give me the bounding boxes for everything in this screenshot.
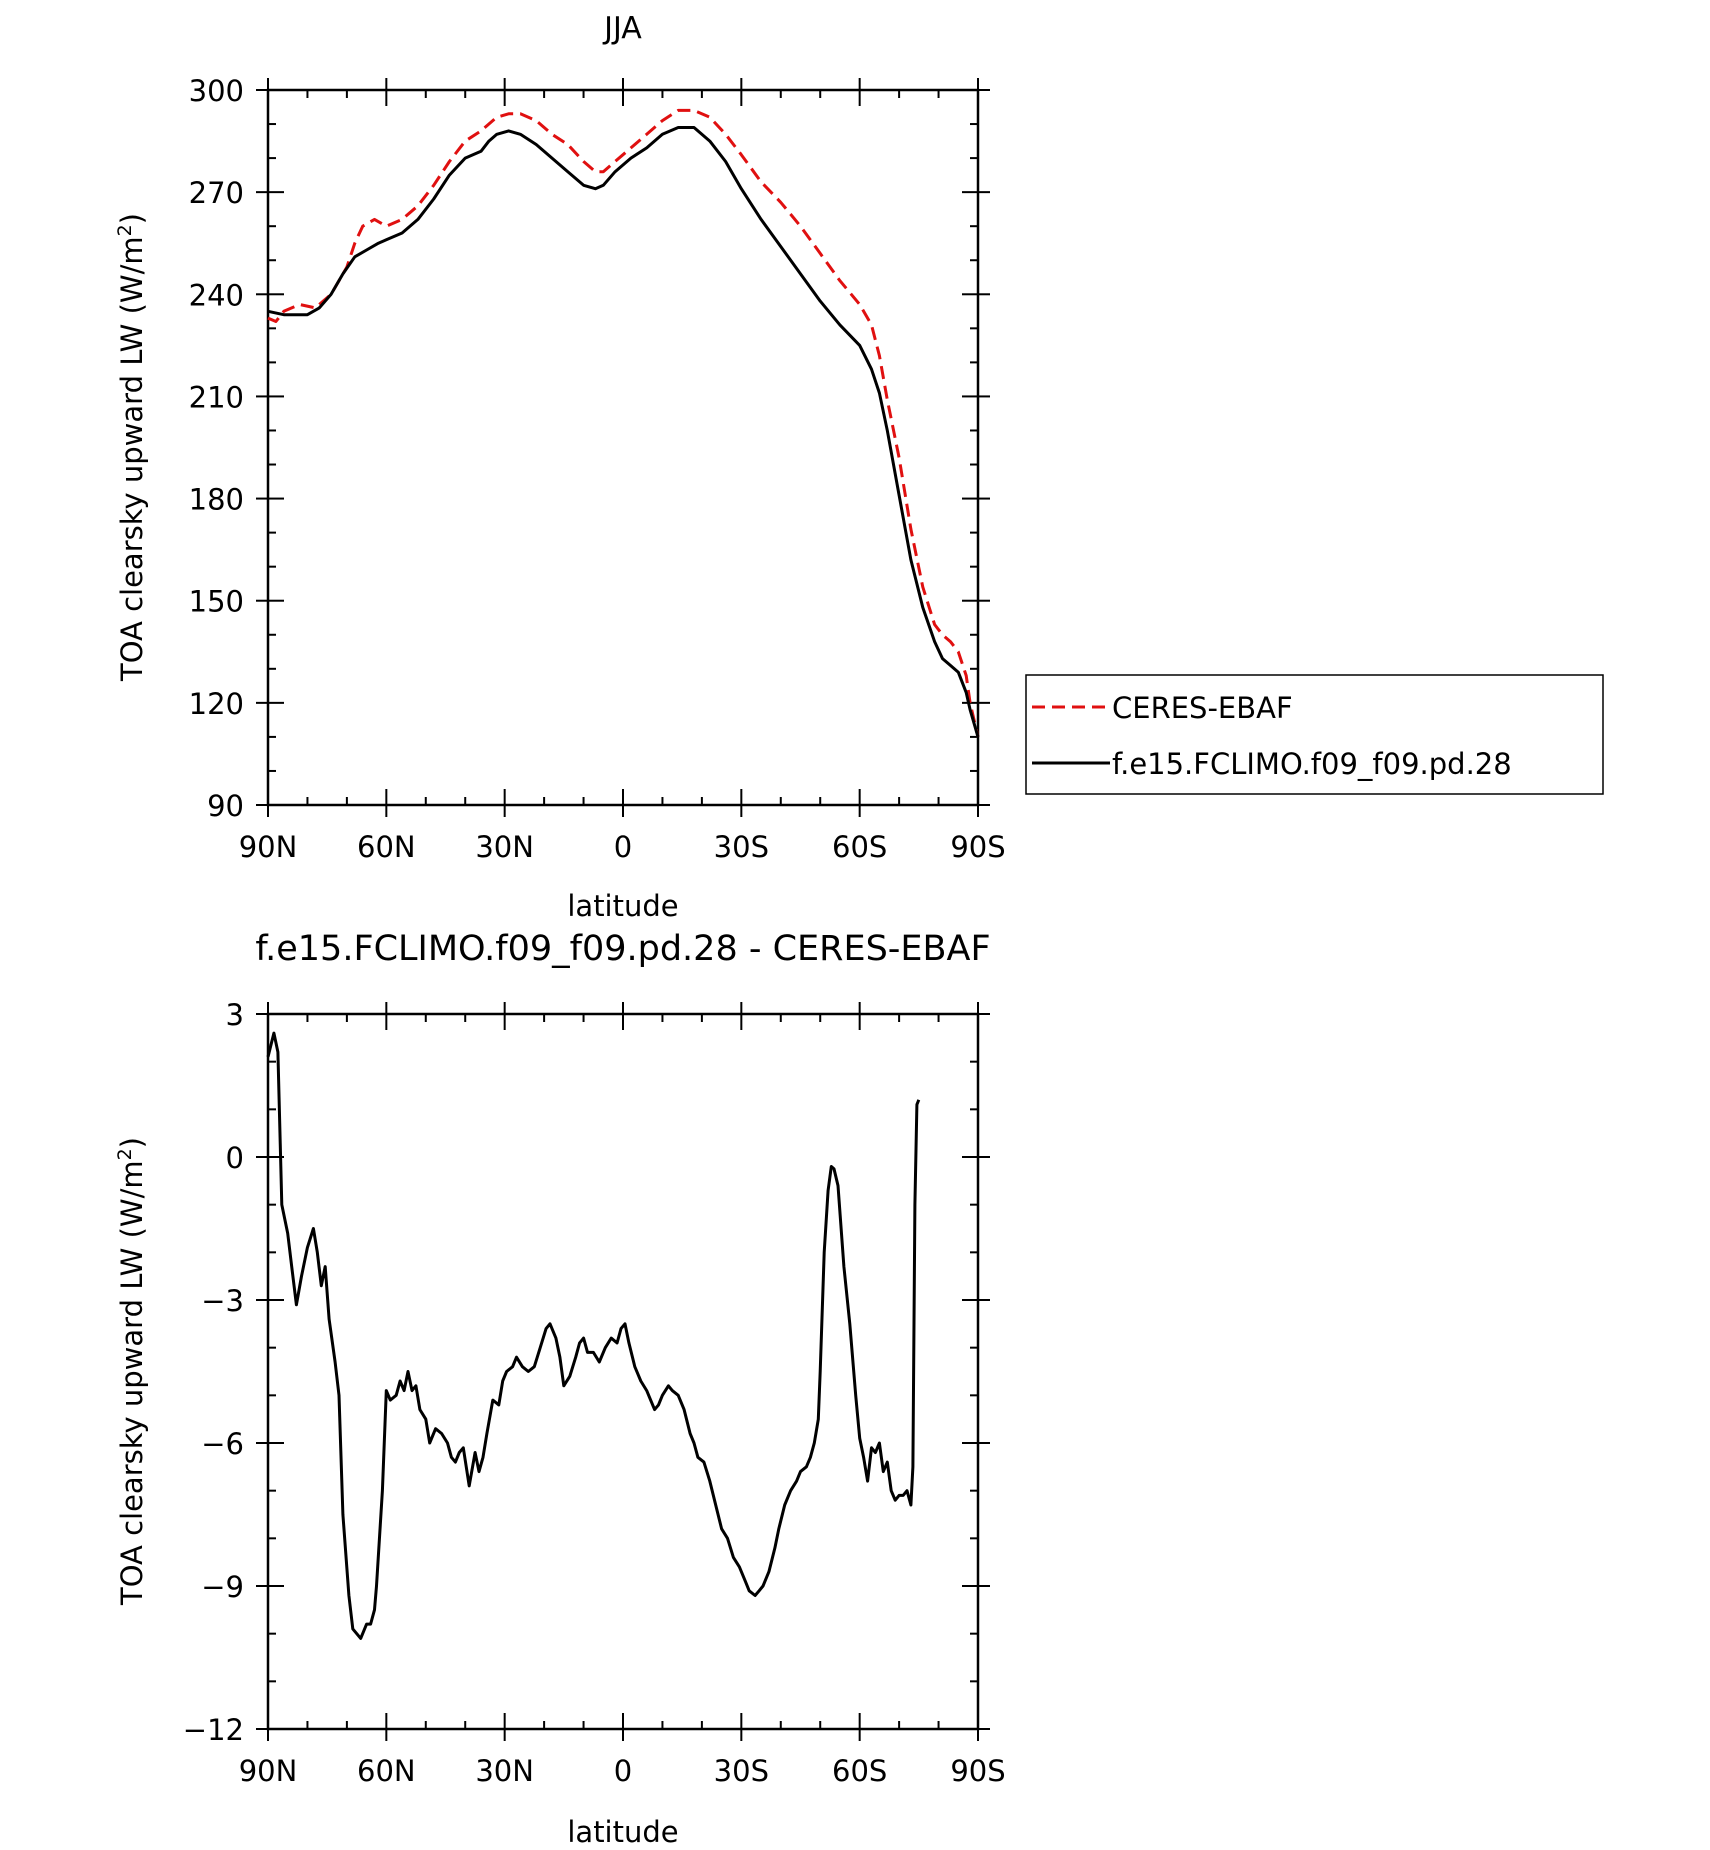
y-tick-label: 300 — [189, 74, 244, 108]
x-tick-label: 30S — [714, 830, 769, 864]
x-tick-label: 60N — [357, 830, 416, 864]
chart-title: JJA — [602, 11, 642, 46]
legend-label-model: f.e15.FCLIMO.f09_f09.pd.28 — [1112, 747, 1512, 781]
y-tick-labels: −12 −9 −6 −3 0 3 — [183, 998, 244, 1747]
x-tick-label: 60S — [832, 830, 887, 864]
x-tick-label: 30N — [475, 1754, 534, 1788]
x-tick-label: 90N — [239, 1754, 298, 1788]
y-tick-label: 270 — [189, 176, 244, 210]
y-axis-label: TOA clearsky upward LW (W/m2) — [114, 213, 149, 682]
series-line-difference — [266, 1031, 921, 1640]
difference-chart: f.e15.FCLIMO.f09_f09.pd.28 - CERES-EBAF … — [114, 929, 1006, 1849]
y-tick-label: 180 — [189, 483, 244, 517]
x-tick-label: 30S — [714, 1754, 769, 1788]
legend: CERES-EBAF f.e15.FCLIMO.f09_f09.pd.28 — [1025, 674, 1604, 795]
legend-label-ceres-ebaf: CERES-EBAF — [1112, 691, 1293, 725]
axis-ticks — [256, 78, 990, 817]
x-tick-labels: 90N 60N 30N 0 30S 60S 90S — [239, 1754, 1006, 1788]
y-tick-label: 240 — [189, 278, 244, 312]
x-axis-label: latitude — [567, 889, 678, 923]
x-tick-label: 60S — [832, 1754, 887, 1788]
x-tick-label: 90S — [950, 1754, 1005, 1788]
y-tick-label: 3 — [226, 998, 244, 1032]
series-line-f-e15-fclimo-f09-f09-pd-28 — [267, 126, 980, 738]
y-tick-label: −9 — [201, 1570, 244, 1604]
x-axis-label: latitude — [567, 1815, 678, 1849]
series-lines — [267, 108, 980, 738]
axis-ticks — [256, 1002, 990, 1741]
legend-box — [1025, 674, 1604, 795]
y-tick-label: −3 — [201, 1284, 244, 1318]
x-tick-label: 90N — [239, 830, 298, 864]
series-lines — [266, 1031, 921, 1640]
y-tick-label: −6 — [201, 1427, 244, 1461]
top-chart: JJA 90N 60N 30N 0 30S 60S 90S 90 120 150 180 210 24… — [114, 11, 1604, 923]
y-tick-label: 90 — [207, 789, 244, 823]
y-tick-labels: 90 120 150 180 210 240 270 300 — [189, 74, 244, 823]
plot-frame — [266, 88, 980, 807]
x-tick-label: 0 — [614, 1754, 632, 1788]
y-tick-label: −12 — [183, 1713, 244, 1747]
plot-frame — [266, 1012, 980, 1731]
x-tick-labels: 90N 60N 30N 0 30S 60S 90S — [239, 830, 1006, 864]
y-tick-label: 150 — [189, 585, 244, 619]
x-tick-label: 60N — [357, 1754, 416, 1788]
x-tick-label: 90S — [950, 830, 1005, 864]
difference-chart-title: f.e15.FCLIMO.f09_f09.pd.28 - CERES-EBAF — [255, 929, 990, 969]
y-axis-label: TOA clearsky upward LW (W/m2) — [114, 1137, 149, 1606]
x-tick-label: 30N — [475, 830, 534, 864]
series-line-ceres-ebaf — [267, 108, 980, 738]
y-tick-label: 210 — [189, 380, 244, 414]
x-tick-label: 0 — [614, 830, 632, 864]
y-tick-label: 0 — [226, 1141, 244, 1175]
y-tick-label: 120 — [189, 687, 244, 721]
